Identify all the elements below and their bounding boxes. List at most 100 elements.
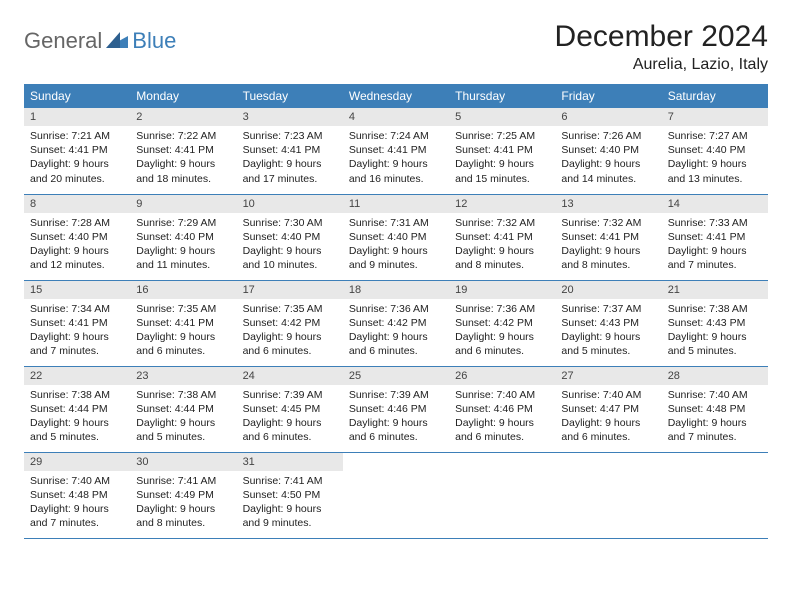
day-info: Sunrise: 7:27 AMSunset: 4:40 PMDaylight:… <box>662 126 768 190</box>
calendar-day-cell: 19Sunrise: 7:36 AMSunset: 4:42 PMDayligh… <box>449 280 555 366</box>
day-info: Sunrise: 7:40 AMSunset: 4:46 PMDaylight:… <box>449 385 555 449</box>
logo: General Blue <box>24 20 176 54</box>
day-info: Sunrise: 7:32 AMSunset: 4:41 PMDaylight:… <box>449 213 555 277</box>
day-number: 6 <box>555 108 661 126</box>
day-info: Sunrise: 7:35 AMSunset: 4:42 PMDaylight:… <box>237 299 343 363</box>
day-number: 20 <box>555 281 661 299</box>
day-info: Sunrise: 7:34 AMSunset: 4:41 PMDaylight:… <box>24 299 130 363</box>
day-info: Sunrise: 7:22 AMSunset: 4:41 PMDaylight:… <box>130 126 236 190</box>
day-number: 14 <box>662 195 768 213</box>
day-number: 2 <box>130 108 236 126</box>
day-info: Sunrise: 7:26 AMSunset: 4:40 PMDaylight:… <box>555 126 661 190</box>
day-info: Sunrise: 7:21 AMSunset: 4:41 PMDaylight:… <box>24 126 130 190</box>
day-number: 3 <box>237 108 343 126</box>
header: General Blue December 2024 Aurelia, Lazi… <box>24 20 768 74</box>
calendar-day-cell: 31Sunrise: 7:41 AMSunset: 4:50 PMDayligh… <box>237 452 343 538</box>
calendar-day-cell: 17Sunrise: 7:35 AMSunset: 4:42 PMDayligh… <box>237 280 343 366</box>
calendar-day-cell: 21Sunrise: 7:38 AMSunset: 4:43 PMDayligh… <box>662 280 768 366</box>
day-number: 29 <box>24 453 130 471</box>
weekday-header: Tuesday <box>237 84 343 108</box>
month-title: December 2024 <box>555 20 768 54</box>
day-number: 12 <box>449 195 555 213</box>
calendar-day-cell: 15Sunrise: 7:34 AMSunset: 4:41 PMDayligh… <box>24 280 130 366</box>
day-number: 16 <box>130 281 236 299</box>
calendar-week-row: 8Sunrise: 7:28 AMSunset: 4:40 PMDaylight… <box>24 194 768 280</box>
day-info: Sunrise: 7:35 AMSunset: 4:41 PMDaylight:… <box>130 299 236 363</box>
day-info: Sunrise: 7:23 AMSunset: 4:41 PMDaylight:… <box>237 126 343 190</box>
weekday-header: Sunday <box>24 84 130 108</box>
day-number: 24 <box>237 367 343 385</box>
day-info: Sunrise: 7:25 AMSunset: 4:41 PMDaylight:… <box>449 126 555 190</box>
title-block: December 2024 Aurelia, Lazio, Italy <box>555 20 768 74</box>
calendar-day-cell: 8Sunrise: 7:28 AMSunset: 4:40 PMDaylight… <box>24 194 130 280</box>
day-info: Sunrise: 7:32 AMSunset: 4:41 PMDaylight:… <box>555 213 661 277</box>
weekday-header: Wednesday <box>343 84 449 108</box>
day-info: Sunrise: 7:31 AMSunset: 4:40 PMDaylight:… <box>343 213 449 277</box>
weekday-header: Friday <box>555 84 661 108</box>
day-info: Sunrise: 7:40 AMSunset: 4:48 PMDaylight:… <box>662 385 768 449</box>
day-number: 8 <box>24 195 130 213</box>
day-info: Sunrise: 7:38 AMSunset: 4:44 PMDaylight:… <box>130 385 236 449</box>
calendar-week-row: 29Sunrise: 7:40 AMSunset: 4:48 PMDayligh… <box>24 452 768 538</box>
calendar-day-cell: 18Sunrise: 7:36 AMSunset: 4:42 PMDayligh… <box>343 280 449 366</box>
day-number: 5 <box>449 108 555 126</box>
calendar-day-cell: 9Sunrise: 7:29 AMSunset: 4:40 PMDaylight… <box>130 194 236 280</box>
calendar-week-row: 1Sunrise: 7:21 AMSunset: 4:41 PMDaylight… <box>24 108 768 194</box>
calendar-day-cell: 26Sunrise: 7:40 AMSunset: 4:46 PMDayligh… <box>449 366 555 452</box>
calendar-week-row: 22Sunrise: 7:38 AMSunset: 4:44 PMDayligh… <box>24 366 768 452</box>
calendar-table: SundayMondayTuesdayWednesdayThursdayFrid… <box>24 84 768 539</box>
calendar-day-cell: 28Sunrise: 7:40 AMSunset: 4:48 PMDayligh… <box>662 366 768 452</box>
calendar-day-cell: 13Sunrise: 7:32 AMSunset: 4:41 PMDayligh… <box>555 194 661 280</box>
calendar-day-cell: 11Sunrise: 7:31 AMSunset: 4:40 PMDayligh… <box>343 194 449 280</box>
day-number: 25 <box>343 367 449 385</box>
calendar-day-cell: 24Sunrise: 7:39 AMSunset: 4:45 PMDayligh… <box>237 366 343 452</box>
day-number: 10 <box>237 195 343 213</box>
weekday-header: Monday <box>130 84 236 108</box>
calendar-day-cell: 7Sunrise: 7:27 AMSunset: 4:40 PMDaylight… <box>662 108 768 194</box>
day-number: 13 <box>555 195 661 213</box>
calendar-day-cell: 3Sunrise: 7:23 AMSunset: 4:41 PMDaylight… <box>237 108 343 194</box>
day-info: Sunrise: 7:37 AMSunset: 4:43 PMDaylight:… <box>555 299 661 363</box>
calendar-day-cell: 22Sunrise: 7:38 AMSunset: 4:44 PMDayligh… <box>24 366 130 452</box>
logo-mark-icon <box>106 28 128 54</box>
day-number: 11 <box>343 195 449 213</box>
day-number: 17 <box>237 281 343 299</box>
weekday-header: Thursday <box>449 84 555 108</box>
calendar-day-cell: 20Sunrise: 7:37 AMSunset: 4:43 PMDayligh… <box>555 280 661 366</box>
day-info: Sunrise: 7:30 AMSunset: 4:40 PMDaylight:… <box>237 213 343 277</box>
day-number: 7 <box>662 108 768 126</box>
calendar-day-cell: 12Sunrise: 7:32 AMSunset: 4:41 PMDayligh… <box>449 194 555 280</box>
calendar-day-cell: 5Sunrise: 7:25 AMSunset: 4:41 PMDaylight… <box>449 108 555 194</box>
calendar-day-cell: 25Sunrise: 7:39 AMSunset: 4:46 PMDayligh… <box>343 366 449 452</box>
day-info: Sunrise: 7:33 AMSunset: 4:41 PMDaylight:… <box>662 213 768 277</box>
calendar-day-cell: 6Sunrise: 7:26 AMSunset: 4:40 PMDaylight… <box>555 108 661 194</box>
calendar-day-cell: 23Sunrise: 7:38 AMSunset: 4:44 PMDayligh… <box>130 366 236 452</box>
calendar-day-cell: 1Sunrise: 7:21 AMSunset: 4:41 PMDaylight… <box>24 108 130 194</box>
calendar-day-cell: 16Sunrise: 7:35 AMSunset: 4:41 PMDayligh… <box>130 280 236 366</box>
day-info: Sunrise: 7:36 AMSunset: 4:42 PMDaylight:… <box>449 299 555 363</box>
calendar-day-cell: 30Sunrise: 7:41 AMSunset: 4:49 PMDayligh… <box>130 452 236 538</box>
day-info: Sunrise: 7:29 AMSunset: 4:40 PMDaylight:… <box>130 213 236 277</box>
day-number: 9 <box>130 195 236 213</box>
calendar-empty-cell <box>343 452 449 538</box>
calendar-day-cell: 2Sunrise: 7:22 AMSunset: 4:41 PMDaylight… <box>130 108 236 194</box>
day-number: 30 <box>130 453 236 471</box>
calendar-week-row: 15Sunrise: 7:34 AMSunset: 4:41 PMDayligh… <box>24 280 768 366</box>
day-info: Sunrise: 7:38 AMSunset: 4:43 PMDaylight:… <box>662 299 768 363</box>
weekday-header: Saturday <box>662 84 768 108</box>
calendar-empty-cell <box>449 452 555 538</box>
day-info: Sunrise: 7:28 AMSunset: 4:40 PMDaylight:… <box>24 213 130 277</box>
day-number: 31 <box>237 453 343 471</box>
day-info: Sunrise: 7:41 AMSunset: 4:49 PMDaylight:… <box>130 471 236 535</box>
day-info: Sunrise: 7:38 AMSunset: 4:44 PMDaylight:… <box>24 385 130 449</box>
logo-text-general: General <box>24 28 102 54</box>
day-number: 4 <box>343 108 449 126</box>
day-number: 1 <box>24 108 130 126</box>
day-info: Sunrise: 7:36 AMSunset: 4:42 PMDaylight:… <box>343 299 449 363</box>
calendar-day-cell: 27Sunrise: 7:40 AMSunset: 4:47 PMDayligh… <box>555 366 661 452</box>
day-info: Sunrise: 7:24 AMSunset: 4:41 PMDaylight:… <box>343 126 449 190</box>
day-info: Sunrise: 7:40 AMSunset: 4:47 PMDaylight:… <box>555 385 661 449</box>
calendar-empty-cell <box>662 452 768 538</box>
calendar-day-cell: 29Sunrise: 7:40 AMSunset: 4:48 PMDayligh… <box>24 452 130 538</box>
day-number: 19 <box>449 281 555 299</box>
